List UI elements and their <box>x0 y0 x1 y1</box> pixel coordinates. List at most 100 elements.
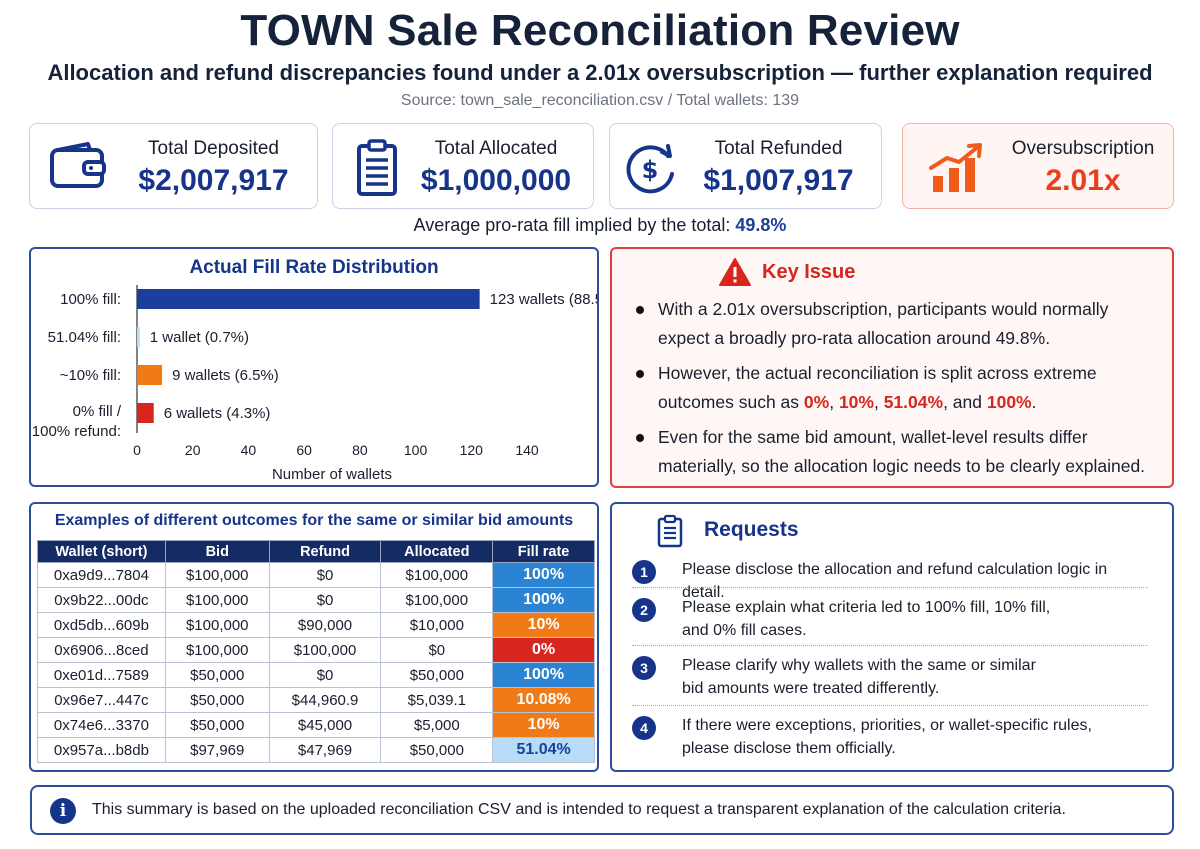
cell-fill-rate: 10% <box>492 612 595 638</box>
request-text: Please disclose the allocation and refun… <box>682 558 1148 604</box>
cell-wallet: 0x957a...b8db <box>37 737 166 763</box>
cell-allocated: $50,000 <box>380 662 494 688</box>
table-row: 0xe01d...7589 $50,000 $0 $50,000 100% <box>37 662 595 688</box>
request-item: 2 Please explain what criteria led to 10… <box>632 594 1148 646</box>
x-tick-label: 80 <box>352 442 368 458</box>
issue-sep: , and <box>943 392 987 412</box>
cell-wallet: 0xe01d...7589 <box>37 662 166 688</box>
category-label: 51.04% fill: <box>48 329 121 346</box>
footer-note: i This summary is based on the uploaded … <box>30 785 1174 835</box>
data-label: 6 wallets (4.3%) <box>164 405 271 422</box>
cell-bid: $100,000 <box>164 562 270 588</box>
request-line: please disclose them officially. <box>682 740 896 757</box>
key-issue-list: With a 2.01x oversubscription, participa… <box>630 295 1158 487</box>
cell-wallet: 0x74e6...3370 <box>37 712 166 738</box>
cell-bid: $50,000 <box>164 687 270 713</box>
cell-fill-rate: 10.08% <box>492 687 595 713</box>
highlight-51: 51.04% <box>883 392 944 412</box>
request-number: 1 <box>632 560 656 584</box>
cell-bid: $100,000 <box>164 612 270 638</box>
average-text: Average pro-rata fill implied by the tot… <box>413 215 736 235</box>
requests-panel: Requests 1 Please disclose the allocatio… <box>610 502 1174 772</box>
cell-allocated: $0 <box>380 637 494 663</box>
svg-text:$: $ <box>642 156 659 184</box>
highlight-0: 0% <box>803 392 830 412</box>
bar-3 <box>137 403 154 423</box>
cell-allocated: $5,039.1 <box>380 687 494 713</box>
col-fill-rate: Fill rate <box>492 540 595 563</box>
request-line: and 0% fill cases. <box>682 622 807 639</box>
table-row: 0x957a...b8db $97,969 $47,969 $50,000 51.04% <box>37 737 595 763</box>
x-tick-label: 0 <box>133 442 141 458</box>
table-row: 0x9b22...00dc $100,000 $0 $100,000 100% <box>37 587 595 613</box>
issue-sep: , <box>829 392 839 412</box>
issue-bullet: However, the actual reconciliation is sp… <box>630 359 1158 417</box>
kpi-label: Oversubscription <box>1011 138 1155 159</box>
examples-title: Examples of different outcomes for the s… <box>54 512 574 529</box>
cell-refund: $47,969 <box>268 737 382 763</box>
examples-table: Wallet (short) Bid Refund Allocated Fill… <box>37 540 595 763</box>
request-item: 3 Please clarify why wallets with the sa… <box>632 652 1148 706</box>
table-row: 0x6906...8ced $100,000 $100,000 $0 0% <box>37 637 595 663</box>
issue-sep: , <box>873 392 884 412</box>
average-fill-line: Average pro-rata fill implied by the tot… <box>0 215 1200 236</box>
table-row: 0xa9d9...7804 $100,000 $0 $100,000 100% <box>37 562 595 588</box>
category-label: 100% fill: <box>60 291 121 308</box>
request-line: Please disclose the allocation and refun… <box>682 561 1108 601</box>
table-header-row: Wallet (short) Bid Refund Allocated Fill… <box>37 540 595 563</box>
cell-wallet: 0x96e7...447c <box>37 687 166 713</box>
issue-text: However, the actual reconciliation is sp… <box>658 363 1097 412</box>
data-label: 123 wallets (88.5%) <box>490 291 597 308</box>
x-tick-label: 20 <box>185 442 201 458</box>
bar-2 <box>137 365 163 385</box>
request-item: 4 If there were exceptions, priorities, … <box>632 712 1148 764</box>
cell-bid: $100,000 <box>164 637 270 663</box>
cell-allocated: $50,000 <box>380 737 494 763</box>
cell-allocated: $5,000 <box>380 712 494 738</box>
cell-wallet: 0xd5db...609b <box>37 612 166 638</box>
request-line: If there were exceptions, priorities, or… <box>682 717 1092 734</box>
kpi-value: $2,007,917 <box>138 164 289 197</box>
source-line: Source: town_sale_reconciliation.csv / T… <box>400 92 800 109</box>
wallet-icon <box>50 142 106 188</box>
cell-wallet: 0x9b22...00dc <box>37 587 166 613</box>
table-row: 0x74e6...3370 $50,000 $45,000 $5,000 10% <box>37 712 595 738</box>
page-title: TOWN Sale Reconciliation Review <box>240 6 960 55</box>
kpi-total-deposited: Total Deposited $2,007,917 <box>29 123 318 209</box>
key-issue-panel: Key Issue With a 2.01x oversubscription,… <box>610 247 1174 488</box>
average-value: 49.8% <box>735 215 787 235</box>
x-tick-label: 40 <box>241 442 257 458</box>
bar-1 <box>137 327 140 347</box>
x-tick-label: 60 <box>296 442 312 458</box>
cell-bid: $100,000 <box>164 587 270 613</box>
fill-rate-chart-panel: Actual Fill Rate Distribution 100% fill:… <box>29 247 599 487</box>
highlight-100: 100% <box>986 392 1032 412</box>
cell-fill-rate: 10% <box>492 712 595 738</box>
x-tick-label: 100 <box>404 442 428 458</box>
cell-allocated: $100,000 <box>380 562 494 588</box>
x-tick-label: 140 <box>515 442 539 458</box>
kpi-value: $1,007,917 <box>703 164 854 197</box>
cell-refund: $44,960.9 <box>268 687 382 713</box>
col-bid: Bid <box>164 540 270 563</box>
info-icon: i <box>50 798 76 824</box>
kpi-value: $1,000,000 <box>420 164 572 197</box>
request-line: bid amounts were treated differently. <box>682 680 940 697</box>
kpi-label: Total Deposited <box>148 138 279 159</box>
cell-wallet: 0xa9d9...7804 <box>37 562 166 588</box>
data-label: 1 wallet (0.7%) <box>150 329 249 346</box>
kpi-total-allocated: Total Allocated $1,000,000 <box>332 123 594 209</box>
cell-allocated: $100,000 <box>380 587 494 613</box>
category-label: 0% fill / <box>73 403 122 420</box>
request-line: Please clarify why wallets with the same… <box>682 657 1036 674</box>
request-text: Please clarify why wallets with the same… <box>682 654 1036 700</box>
issue-bullet: With a 2.01x oversubscription, participa… <box>630 295 1158 353</box>
dollar-refresh-icon: $ <box>626 144 674 194</box>
examples-panel: Examples of different outcomes for the s… <box>29 502 599 772</box>
kpi-value: 2.01x <box>1045 164 1121 197</box>
kpi-total-refunded: $ Total Refunded $1,007,917 <box>609 123 882 209</box>
cell-refund: $0 <box>268 662 382 688</box>
highlight-10: 10% <box>838 392 874 412</box>
cell-fill-rate: 100% <box>492 662 595 688</box>
issue-end: . <box>1031 392 1037 412</box>
